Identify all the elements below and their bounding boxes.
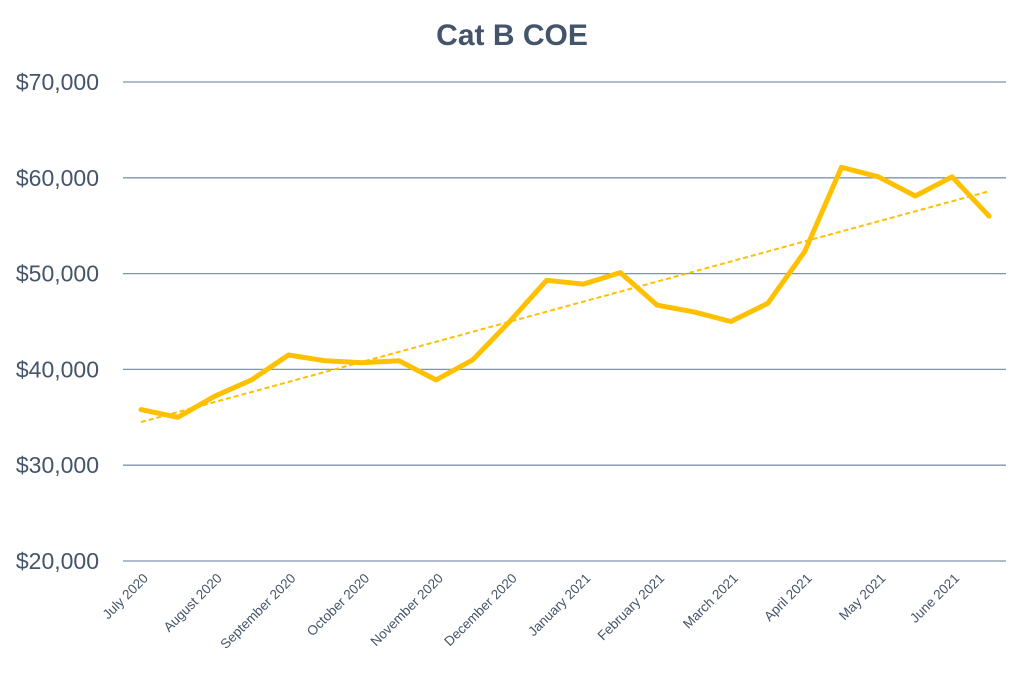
y-tick-label: $50,000: [16, 261, 99, 287]
x-tick-label: January 2021: [525, 571, 593, 639]
y-axis-tick-labels: $20,000 $30,000 $40,000 $50,000 $60,000 $70,0…: [16, 69, 99, 574]
x-tick-label: December 2020: [441, 571, 520, 650]
trendline: [140, 190, 990, 424]
y-tick-label: $70,000: [16, 69, 99, 95]
x-tick-label: September 2020: [217, 571, 298, 652]
y-tick-label: $40,000: [16, 356, 99, 382]
x-tick-label: February 2021: [595, 571, 668, 644]
trendline-line: [140, 190, 990, 424]
chart-title: Cat B COE: [436, 19, 588, 52]
series-line: [138, 164, 992, 420]
x-tick-label: April 2021: [761, 571, 815, 625]
x-tick-label: May 2021: [836, 571, 889, 624]
x-tick-label: March 2021: [680, 571, 741, 632]
x-tick-label: November 2020: [368, 571, 447, 650]
series-lines: [138, 164, 992, 420]
y-tick-label: $60,000: [16, 165, 99, 191]
x-tick-label: July 2020: [100, 571, 151, 622]
x-tick-label: June 2021: [907, 571, 962, 626]
gridlines: [123, 81, 1006, 562]
x-tick-label: October 2020: [304, 571, 372, 639]
y-tick-label: $30,000: [16, 452, 99, 478]
y-tick-label: $20,000: [16, 548, 99, 574]
x-tick-label: August 2020: [161, 571, 225, 635]
